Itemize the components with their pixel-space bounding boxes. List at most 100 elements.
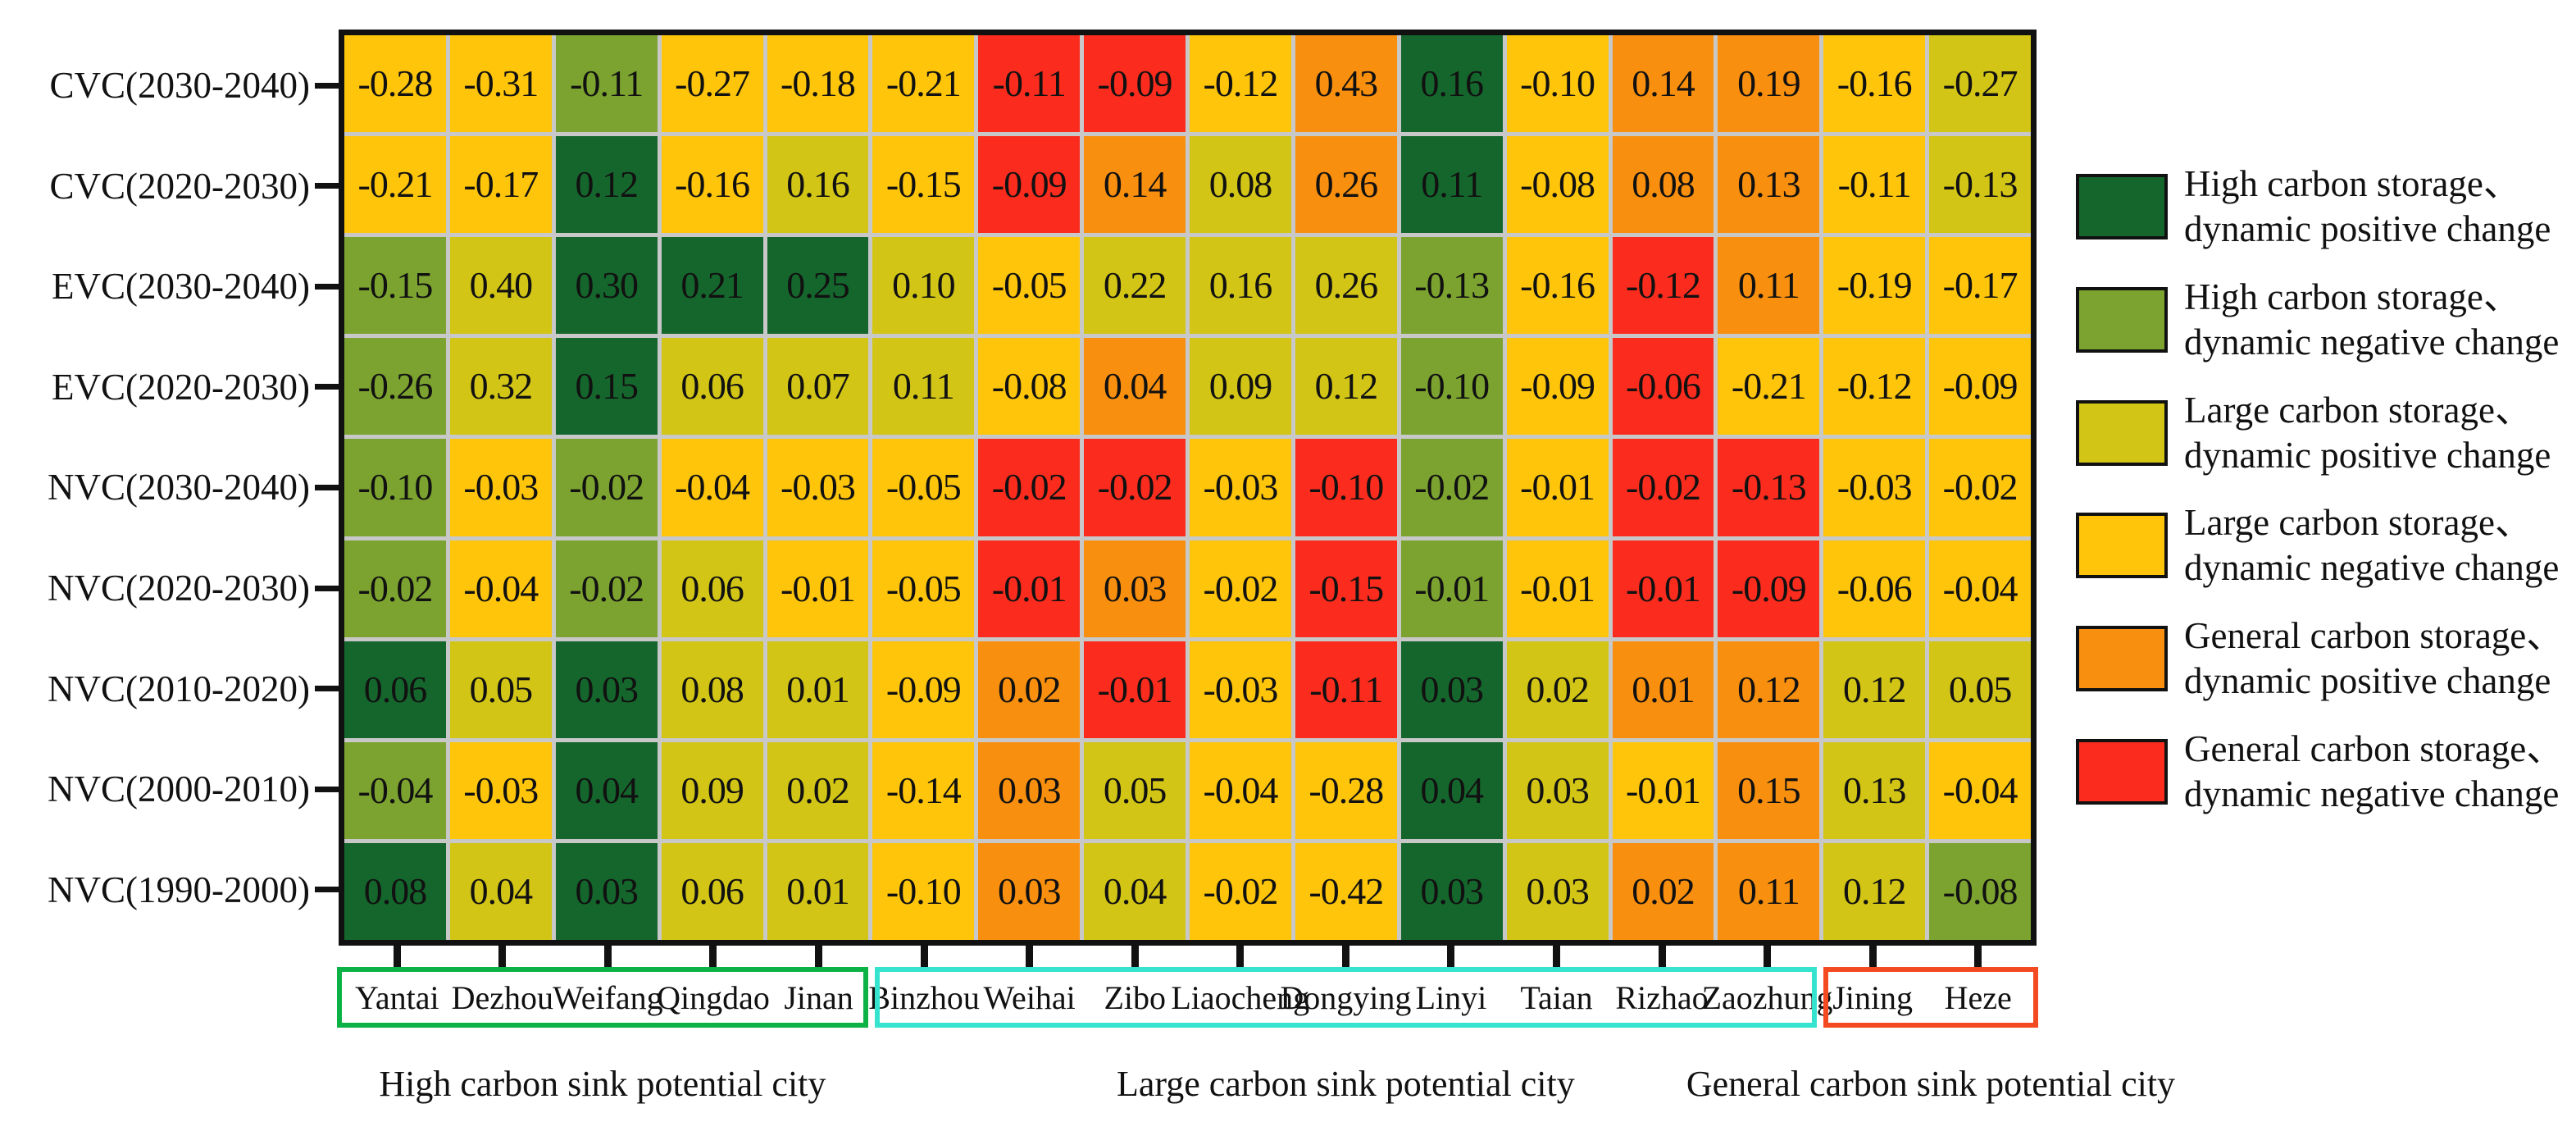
x-axis-tick-icon: [1447, 946, 1455, 967]
heatmap-cell: 0.30: [555, 237, 658, 335]
heatmap-cell: -0.01: [1400, 540, 1503, 637]
heatmap-cell: -0.05: [978, 237, 1081, 335]
heatmap-cell: 0.13: [1823, 741, 1926, 839]
heatmap-cell: -0.04: [1190, 741, 1291, 839]
legend-entry: Large carbon storage、 dynamic negative ch…: [2076, 500, 2559, 591]
x-axis-tick-icon: [1341, 946, 1349, 967]
heatmap-cell: 0.03: [555, 842, 658, 940]
heatmap-cell: -0.16: [1506, 237, 1609, 335]
heatmap-cell: -0.10: [1400, 338, 1503, 436]
heatmap-cell: 0.04: [1084, 338, 1186, 436]
legend-label-line: General carbon storage、: [2184, 615, 2564, 657]
legend-label: Large carbon storage、 dynamic negative ch…: [2184, 500, 2559, 591]
y-axis-tick-icon: [315, 585, 339, 591]
heatmap-cell: 0.03: [1506, 842, 1609, 940]
heatmap-cell: -0.02: [1929, 439, 2031, 536]
y-axis-row-label: NVC(2010-2020): [48, 668, 310, 709]
heatmap-cell: -0.02: [1084, 439, 1186, 536]
legend-label-line: General carbon storage、: [2184, 728, 2564, 769]
heatmap-cell: 0.03: [1400, 641, 1503, 738]
legend-label-line: High carbon storage、: [2184, 276, 2520, 317]
heatmap-cell: -0.02: [1612, 439, 1714, 536]
heatmap-cell: 0.02: [978, 641, 1081, 738]
heatmap-cell: -0.14: [872, 741, 975, 839]
heatmap-cell: 0.12: [1823, 842, 1926, 940]
heatmap-cell: -0.11: [1823, 136, 1926, 234]
x-axis-city-label: Heze: [1944, 978, 2012, 1016]
x-axis-city-label: Rizhao: [1615, 978, 1709, 1016]
legend-label: General carbon storage、 dynamic positive …: [2184, 613, 2563, 704]
heatmap-cell: -0.09: [1084, 35, 1186, 133]
heatmap-cell: 0.03: [1506, 741, 1609, 839]
heatmap-cell: 0.16: [1400, 35, 1503, 133]
heatmap-cell: 0.06: [661, 540, 763, 637]
heatmap-cell: 0.25: [767, 237, 869, 335]
y-axis-tick-icon: [315, 786, 339, 792]
heatmap-cell: -0.01: [1612, 540, 1714, 637]
heatmap-cell: -0.11: [555, 35, 658, 133]
heatmap-cell: 0.11: [872, 338, 975, 436]
heatmap-cell: -0.11: [978, 35, 1081, 133]
heatmap-cell: -0.04: [449, 540, 552, 637]
legend-swatch: [2076, 739, 2168, 805]
heatmap-cell: -0.05: [872, 540, 975, 637]
x-axis-city-label: Jining: [1832, 978, 1914, 1016]
heatmap-cell: 0.12: [1718, 641, 1820, 738]
heatmap-cell: -0.02: [1400, 439, 1503, 536]
legend-entry: Large carbon storage、 dynamic positive ch…: [2076, 388, 2551, 478]
heatmap-cell: -0.10: [872, 842, 975, 940]
legend-label-line: dynamic positive change: [2184, 208, 2551, 249]
x-axis-tick-icon: [1868, 946, 1877, 967]
heatmap-cell: -0.04: [1929, 741, 2031, 839]
heatmap-cell: -0.05: [872, 439, 975, 536]
legend-entry: High carbon storage、 dynamic positive cha…: [2076, 162, 2551, 252]
city-group-box: [1823, 967, 2038, 1028]
heatmap-cell: 0.03: [1084, 540, 1186, 637]
legend-entry: High carbon storage、 dynamic negative cha…: [2076, 275, 2559, 365]
heatmap-cell: -0.04: [661, 439, 763, 536]
heatmap-cell: 0.14: [1084, 136, 1186, 234]
y-axis-tick-icon: [315, 887, 339, 893]
heatmap-cell: 0.09: [661, 741, 763, 839]
heatmap-cell: 0.01: [767, 842, 869, 940]
x-axis-tick-icon: [498, 946, 507, 967]
heatmap-cell: 0.04: [449, 842, 552, 940]
heatmap-cell: 0.43: [1295, 35, 1397, 133]
heatmap-cell: 0.05: [1929, 641, 2031, 738]
heatmap-cell: -0.21: [344, 136, 446, 234]
x-axis-city-label: Yantai: [354, 978, 439, 1016]
heatmap-cell: -0.26: [344, 338, 446, 436]
heatmap-cell: -0.12: [1823, 338, 1926, 436]
legend-swatch: [2076, 626, 2168, 692]
heatmap-cell: -0.28: [1295, 741, 1397, 839]
heatmap-cell: 0.06: [344, 641, 446, 738]
legend-swatch: [2076, 286, 2168, 353]
x-axis-tick-icon: [1658, 946, 1666, 967]
heatmap-cell: 0.02: [1506, 641, 1609, 738]
heatmap-cell: 0.05: [1084, 741, 1186, 839]
x-axis-tick-icon: [709, 946, 717, 967]
x-axis-city-label: Linyi: [1415, 978, 1487, 1016]
x-axis-tick-icon: [1974, 946, 1982, 967]
heatmap-cell: -0.02: [555, 540, 658, 637]
x-axis-city-label: Taian: [1520, 978, 1593, 1016]
heatmap-cell: 0.03: [978, 741, 1081, 839]
y-axis-tick-icon: [315, 183, 339, 189]
x-axis-city-label: Zibo: [1104, 978, 1166, 1016]
heatmap-cell: 0.01: [767, 641, 869, 738]
heatmap-cell: 0.07: [767, 338, 869, 436]
heatmap-cell: -0.04: [1929, 540, 2031, 637]
heatmap-cell: -0.02: [555, 439, 658, 536]
heatmap-cell: 0.02: [767, 741, 869, 839]
heatmap-cell: 0.26: [1295, 136, 1397, 234]
legend-label-line: Large carbon storage、: [2184, 389, 2532, 431]
x-axis-city-label: Weifang: [553, 978, 663, 1016]
heatmap-cell: -0.42: [1295, 842, 1397, 940]
heatmap-cell: 0.12: [1295, 338, 1397, 436]
heatmap-cell: -0.02: [344, 540, 446, 637]
heatmap-cell: -0.19: [1823, 237, 1926, 335]
heatmap-cell: 0.40: [449, 237, 552, 335]
legend-label: High carbon storage、 dynamic negative cha…: [2184, 275, 2559, 365]
heatmap-cell: -0.31: [449, 35, 552, 133]
legend-entry: General carbon storage、 dynamic negative …: [2076, 727, 2563, 817]
